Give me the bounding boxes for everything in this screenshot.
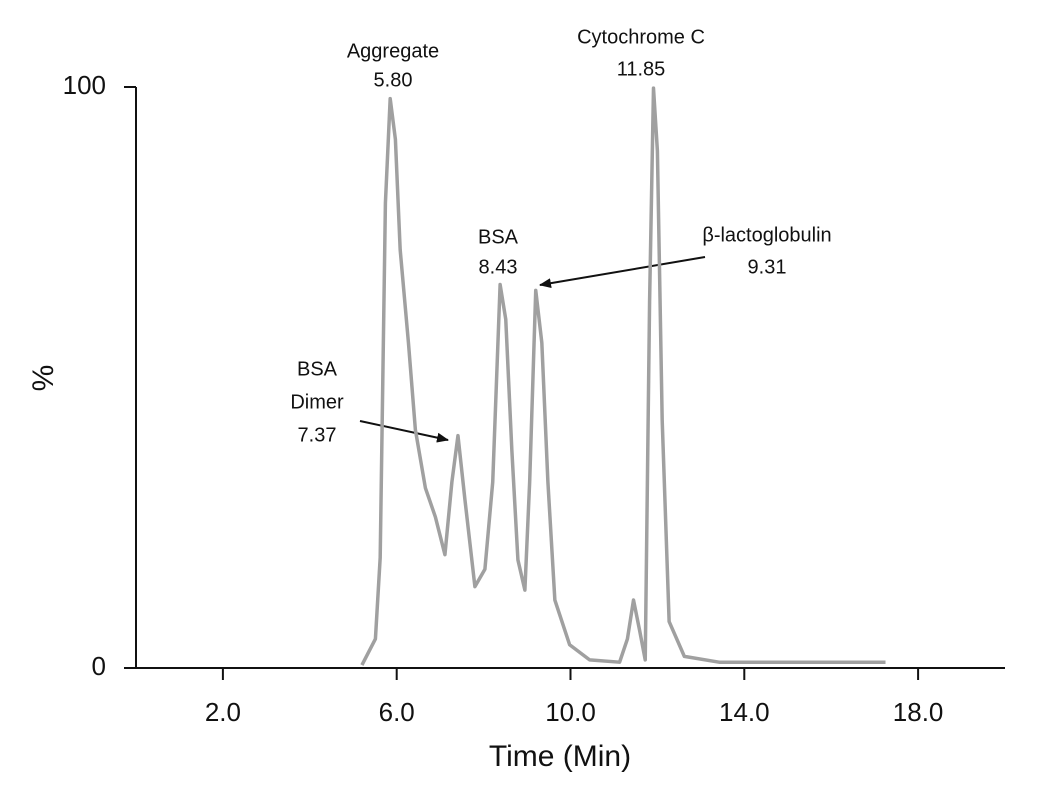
peak-annotation: BSA [297,358,338,380]
x-tick-label: 18.0 [893,697,944,727]
peak-annotation: Dimer [290,391,344,413]
peak-annotation: 8.43 [479,256,518,278]
x-tick-label: 10.0 [545,697,596,727]
x-tick-label: 6.0 [379,697,415,727]
x-tick-label: 14.0 [719,697,770,727]
peak-annotation: β-lactoglobulin [702,224,831,246]
arrow [359,420,449,443]
peak-annotation: Cytochrome C [577,26,705,48]
x-tick-label: 2.0 [205,697,241,727]
arrow [539,256,706,289]
peak-annotation: 9.31 [748,256,787,278]
y-axis-title: % [27,365,60,392]
x-axis-title: Time (Min) [489,740,631,773]
peak-annotation: 5.80 [374,69,413,91]
peak-annotation: 7.37 [298,424,337,446]
y-tick-label: 0 [92,651,106,681]
peak-annotation: 11.85 [617,58,666,80]
peak-annotation: Aggregate [347,40,439,62]
trace [360,86,886,666]
peak-annotation: BSA [478,226,519,248]
y-tick-label: 100 [63,70,106,100]
